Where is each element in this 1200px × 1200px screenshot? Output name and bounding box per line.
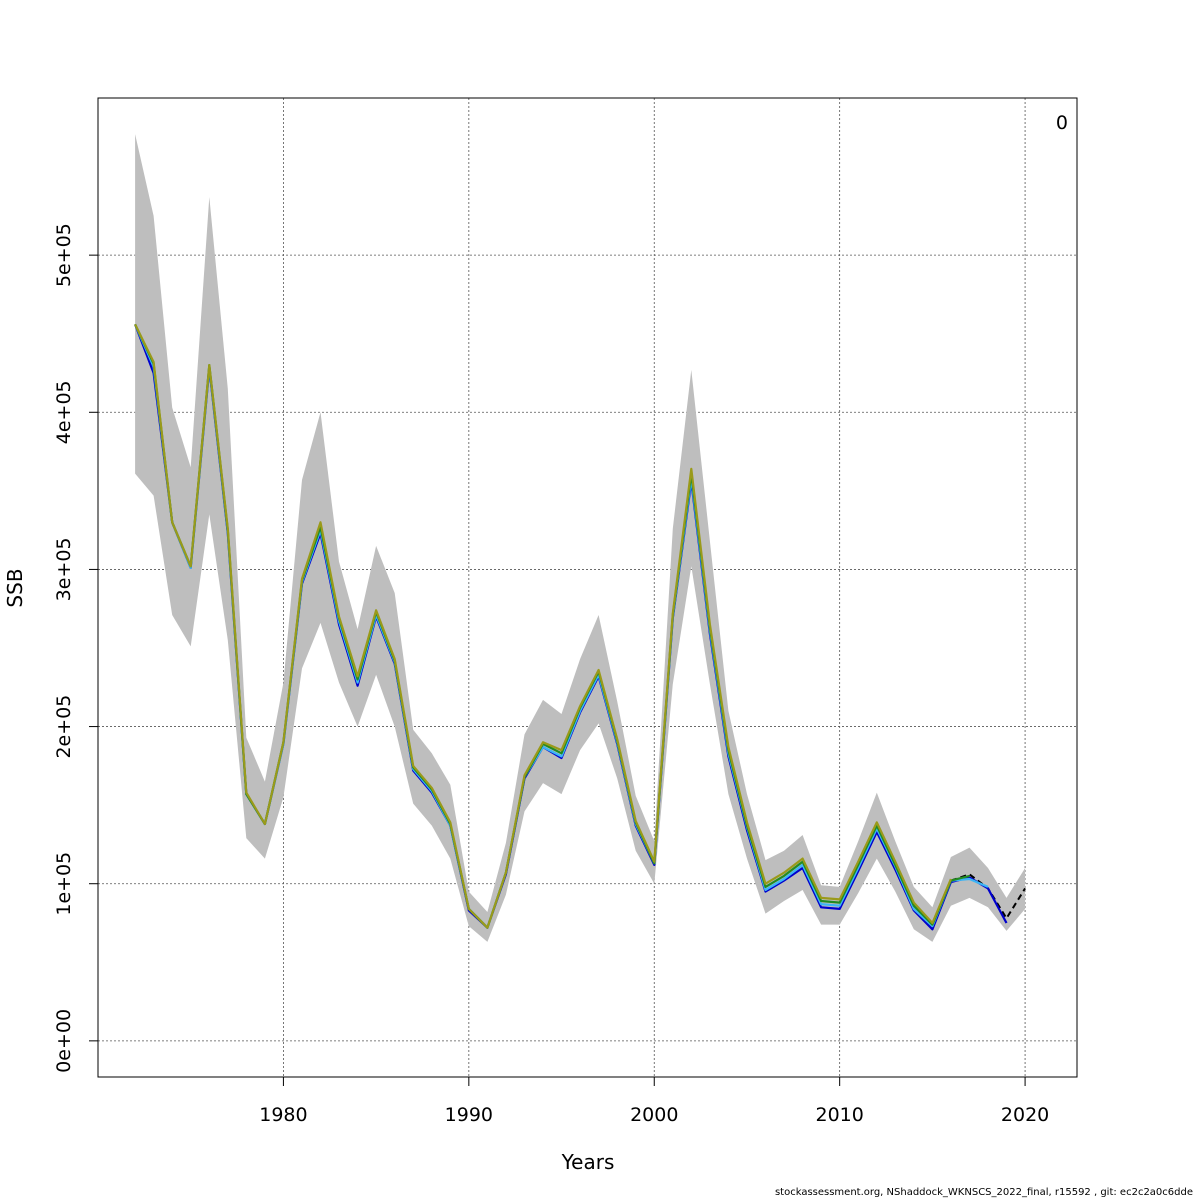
y-tick-label-400000: 4e+05 xyxy=(53,380,75,444)
series-line-4 xyxy=(134,323,952,929)
y-tick-label-200000: 2e+05 xyxy=(53,695,75,759)
footer-credit: stockassessment.org, NShaddock_WKNSCS_20… xyxy=(775,1187,1193,1198)
y-tick-label-500000: 5e+05 xyxy=(53,223,75,287)
x-tick-label-2000: 2000 xyxy=(630,1104,678,1126)
confidence-band xyxy=(135,134,1026,942)
x-axis: 1980 1990 2000 2010 2020 xyxy=(259,1077,1049,1126)
confidence-band-layer xyxy=(135,134,1026,942)
series-lines-layer xyxy=(134,323,1026,931)
y-axis: 0e+00 1e+05 2e+05 3e+05 4e+05 5e+05 xyxy=(53,223,98,1073)
x-axis-title: Years xyxy=(561,1150,615,1174)
x-tick-label-1980: 1980 xyxy=(259,1104,307,1126)
y-tick-label-0: 0e+00 xyxy=(53,1009,75,1073)
y-tick-label-300000: 3e+05 xyxy=(53,537,75,601)
y-axis-title: SSB xyxy=(3,568,27,607)
x-tick-label-2010: 2010 xyxy=(815,1104,863,1126)
plot-frame xyxy=(97,97,1078,1078)
y-tick-label-100000: 1e+05 xyxy=(53,852,75,916)
corner-label: 0 xyxy=(1056,112,1068,134)
x-tick-label-2020: 2020 xyxy=(1001,1104,1049,1126)
x-tick-label-1990: 1990 xyxy=(445,1104,493,1126)
